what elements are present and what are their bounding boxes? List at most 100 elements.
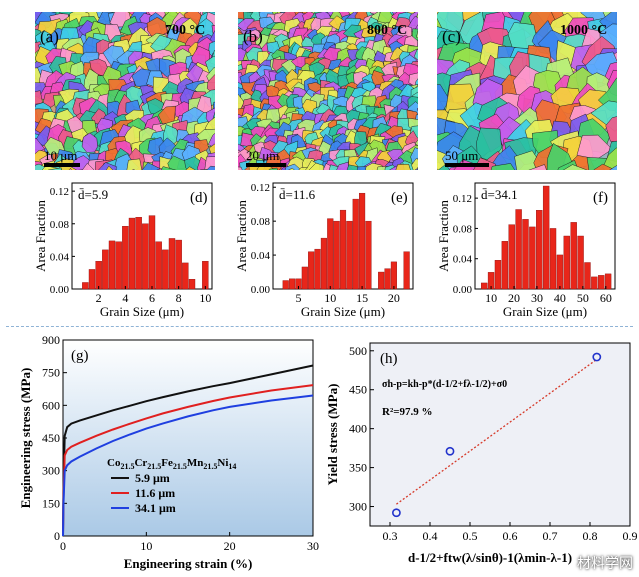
- ebsd-b-temp: 800 °C: [367, 23, 407, 38]
- x-axis-label: d-1/2+ftw(λ/sinθ)-1(λmin-λ-1): [408, 550, 572, 565]
- y-tick-label: 400: [349, 422, 367, 436]
- y-tick-label: 300: [349, 500, 367, 514]
- x-tick-label: 2: [96, 291, 102, 305]
- grain: [284, 163, 300, 170]
- x-tick-label: 0: [60, 539, 66, 553]
- bar: [314, 248, 321, 290]
- grain: [238, 166, 243, 170]
- y-tick-label: 0.04: [251, 250, 271, 262]
- grain: [602, 147, 617, 170]
- bar: [515, 209, 522, 290]
- y-tick-label: 0.04: [453, 254, 473, 266]
- bar: [604, 273, 612, 290]
- bar: [115, 241, 122, 290]
- bar: [378, 271, 385, 290]
- panel-label: (d): [190, 190, 208, 206]
- ebsd-row: (a) 700 °C (b) 800 °C (c) 1000 °C 10 μm …: [35, 12, 617, 170]
- bar: [142, 223, 149, 290]
- x-tick-label: 6: [149, 291, 155, 305]
- series-line: [62, 364, 314, 537]
- x-tick-label: 20: [508, 291, 520, 305]
- y-axis-label: Area Fraction: [436, 200, 451, 272]
- y-tick-label: 0.00: [251, 284, 271, 296]
- grain: [160, 166, 177, 170]
- scale-bar-c-label: 50 μm: [445, 148, 478, 163]
- y-tick-label: 750: [42, 366, 60, 380]
- y-tick-label: 0: [54, 529, 60, 543]
- bar: [563, 235, 570, 290]
- grain: [126, 158, 143, 170]
- data-point: [391, 508, 401, 518]
- grain: [416, 29, 418, 39]
- x-tick-label: 20: [388, 291, 400, 305]
- r-squared-label: R²=97.9 %: [382, 406, 433, 418]
- x-tick-label: 0.9: [623, 529, 638, 543]
- y-tick-label: 350: [349, 461, 367, 475]
- bar: [88, 269, 96, 290]
- bar: [501, 241, 509, 290]
- grain: [206, 74, 215, 95]
- x-tick-label: 15: [356, 291, 368, 305]
- x-tick-label: 5: [295, 291, 301, 305]
- y-tick-label: 0.08: [251, 216, 271, 228]
- grain: [411, 158, 418, 170]
- legend-entry: 11.6 μm: [135, 486, 175, 500]
- mean-grain-size-label: d̄=5.9: [78, 187, 108, 202]
- data-point: [592, 352, 602, 362]
- y-axis-label: Area Fraction: [33, 200, 48, 272]
- x-tick-label: 10: [485, 291, 497, 305]
- bar: [168, 238, 176, 290]
- ebsd-c-label: (c): [442, 27, 461, 46]
- x-tick-label: 20: [224, 539, 236, 553]
- bar: [536, 210, 543, 290]
- grain: [288, 167, 295, 170]
- grain: [437, 168, 438, 170]
- bar: [162, 249, 169, 290]
- y-tick-label: 450: [42, 431, 60, 445]
- ebsd-a-label: (a): [40, 27, 59, 46]
- series-line: [62, 394, 314, 537]
- y-tick-label: 300: [42, 464, 60, 478]
- bar: [308, 251, 315, 290]
- bar: [522, 219, 529, 290]
- y-axis-label: Engineering stress (MPa): [18, 368, 33, 509]
- y-tick-label: 0.12: [251, 182, 270, 194]
- grain: [417, 38, 418, 48]
- y-tick-label: 0.04: [50, 251, 70, 263]
- bar: [289, 278, 296, 290]
- panel-label: (e): [391, 190, 408, 206]
- ebsd-map-a: [35, 12, 215, 170]
- bar: [384, 268, 391, 290]
- bar: [320, 237, 327, 290]
- scale-bar-b-label: 20 μm: [246, 148, 279, 163]
- grain: [68, 167, 72, 170]
- y-tick-label: 0.08: [50, 219, 70, 231]
- ebsd-a-temp: 700 °C: [165, 23, 205, 38]
- bar: [102, 249, 109, 290]
- x-tick-label: 10: [140, 539, 152, 553]
- section-divider: [6, 326, 633, 327]
- legend-entry: 34.1 μm: [135, 501, 176, 515]
- grain: [416, 107, 418, 112]
- bar: [549, 228, 557, 290]
- bar: [82, 282, 89, 290]
- plot-frame: [62, 339, 314, 537]
- bar: [570, 222, 577, 290]
- grain: [131, 169, 135, 170]
- bar: [403, 251, 410, 290]
- grain: [98, 162, 117, 170]
- bar: [542, 185, 550, 290]
- bar: [529, 226, 536, 290]
- ebsd-map-c: [437, 12, 617, 170]
- y-tick-label: 900: [42, 333, 60, 347]
- plot-frame: [71, 182, 213, 290]
- data-point: [445, 446, 455, 456]
- bar: [339, 209, 347, 290]
- x-tick-label: 0.4: [423, 529, 438, 543]
- bar: [508, 224, 515, 290]
- y-tick-label: 600: [42, 398, 60, 412]
